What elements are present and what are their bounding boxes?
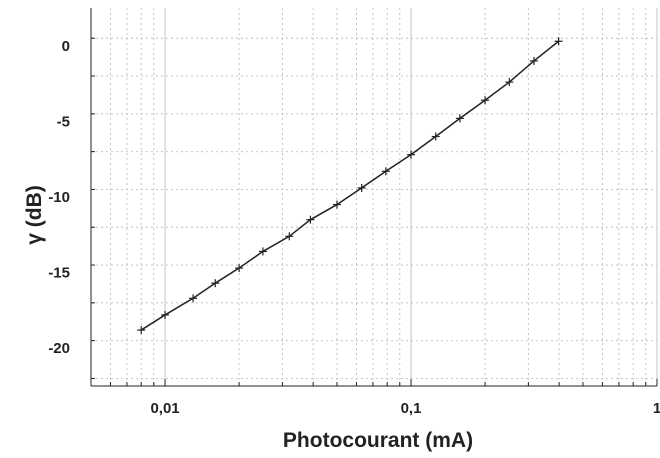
x-tick-labels: 0,01 0,1 1 xyxy=(150,400,660,417)
data-point xyxy=(211,279,220,288)
data-point xyxy=(189,294,198,303)
data-point xyxy=(529,56,538,65)
y-tick-labels: 0 -5 -10 -15 -20 xyxy=(48,38,70,357)
data-point xyxy=(161,310,170,319)
x-tick-label: 0,01 xyxy=(150,400,179,417)
y-axis-title: γ (dB) xyxy=(23,185,46,245)
data-point xyxy=(137,326,146,335)
data-point xyxy=(332,200,341,209)
markers xyxy=(137,37,563,335)
data-point xyxy=(431,132,440,141)
data-point xyxy=(306,215,315,224)
data-point xyxy=(381,167,390,176)
data-point xyxy=(481,96,490,105)
data-point xyxy=(407,150,416,159)
data-point xyxy=(455,114,464,123)
data-point xyxy=(357,183,366,192)
data-point xyxy=(285,232,294,241)
data-point xyxy=(235,264,244,273)
y-tick-label: -15 xyxy=(48,265,70,282)
series xyxy=(140,40,560,331)
data-point xyxy=(505,78,514,87)
axes xyxy=(90,8,657,387)
series-line xyxy=(140,40,560,331)
x-axis-title: Photocourant (mA) xyxy=(283,429,473,452)
y-tick-label: -10 xyxy=(48,189,70,206)
x-tick-label: 1 xyxy=(653,400,660,417)
x-tick-label: 0,1 xyxy=(401,400,422,417)
y-tick-label: 0 xyxy=(62,38,70,55)
data-point xyxy=(258,247,267,256)
grid xyxy=(90,8,658,386)
data-point xyxy=(554,37,563,46)
y-tick-label: -5 xyxy=(57,113,70,130)
ticks xyxy=(90,37,658,386)
y-tick-label: -20 xyxy=(48,340,70,357)
